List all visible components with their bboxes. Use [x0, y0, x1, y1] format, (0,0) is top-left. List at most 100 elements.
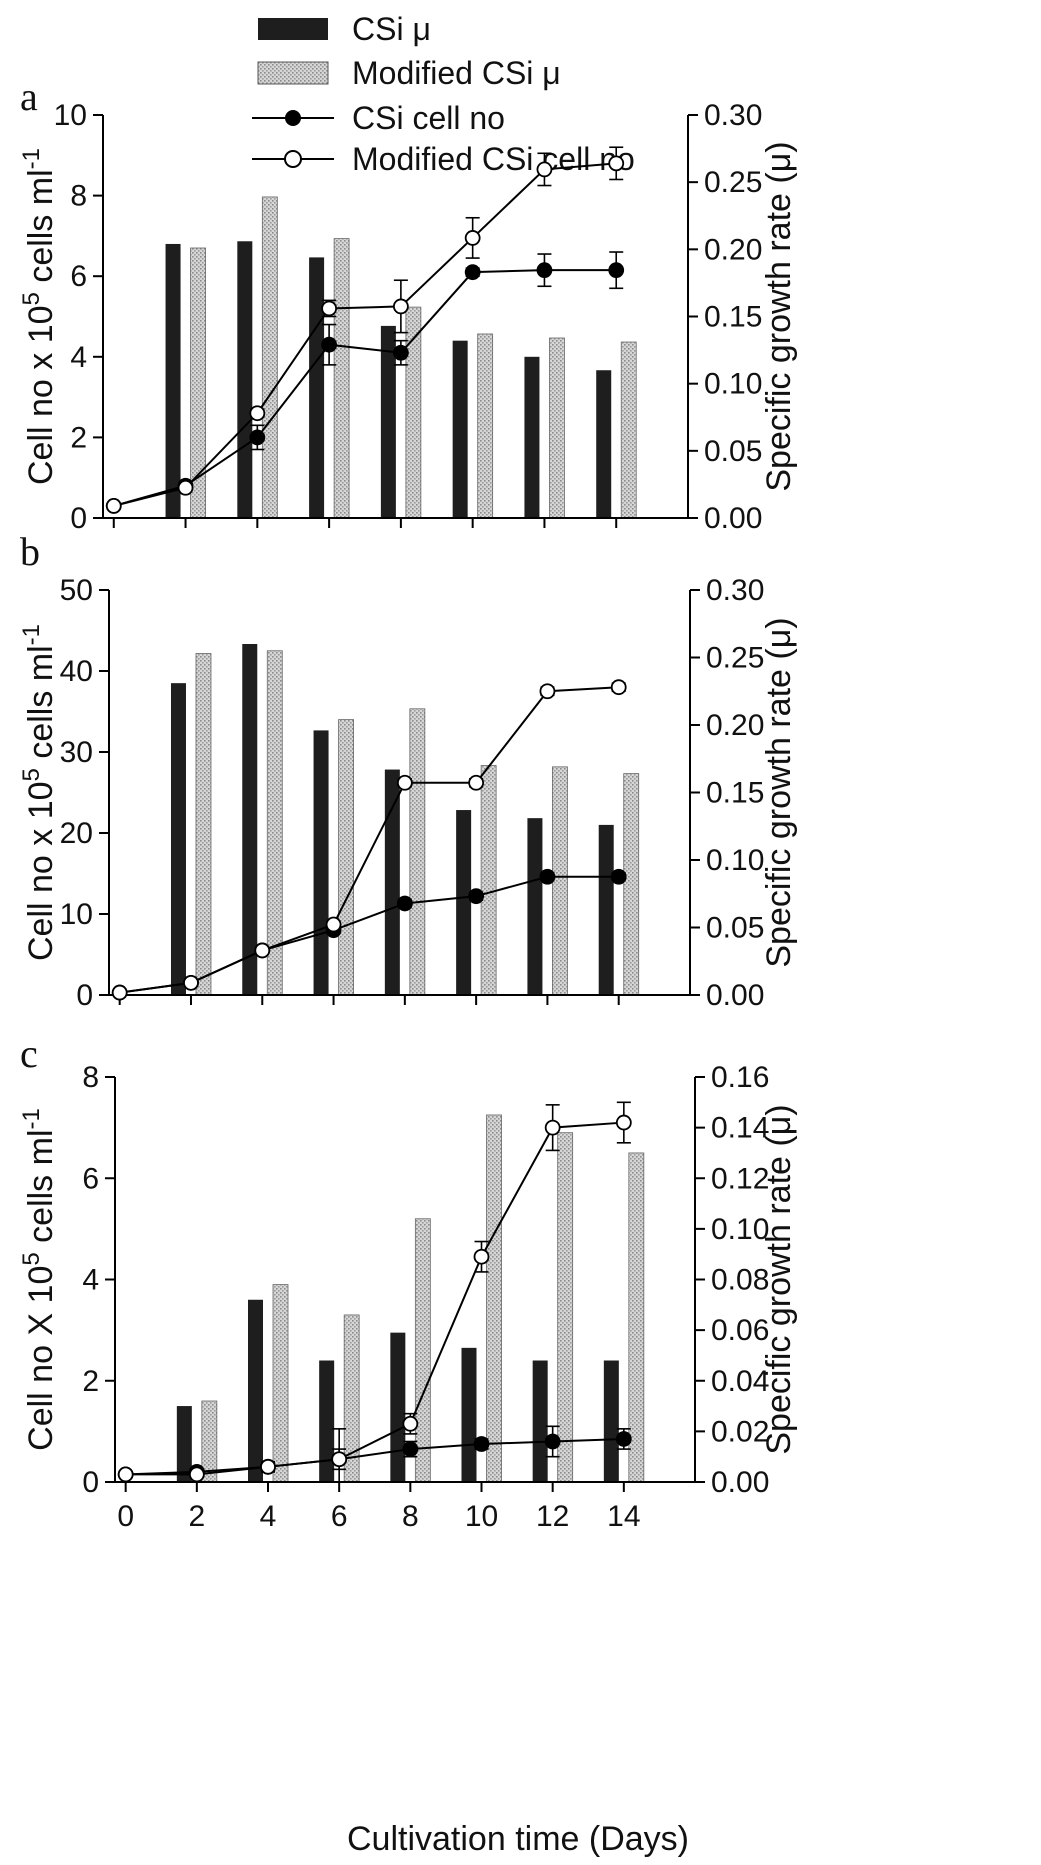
bar-modified-csi-mu: [409, 708, 426, 996]
bar-csi-mu: [309, 257, 325, 518]
y-tick-label-right: 0.02: [711, 1415, 769, 1448]
chart-panel-c: c 0 2 4 6 8 0.00 0.02 0.04 0.06 0.08 0.10 0.12 0.14 0.…: [18, 1031, 799, 1533]
line-modified-csi-cell-no: [119, 686, 619, 994]
y-tick-label-right: 0.20: [704, 233, 762, 266]
y-axis-label-right: Specific growth rate (μ): [760, 617, 798, 967]
y-tick-label-left: 6: [82, 1162, 99, 1195]
bar-csi-mu: [170, 683, 186, 995]
bar-csi-mu: [603, 1360, 619, 1482]
y-tick-label-left: 0: [82, 1466, 99, 1499]
point-modified-csi-cell-no: [177, 479, 194, 496]
bar-csi-mu: [384, 769, 400, 995]
bar-modified-csi-mu: [549, 337, 565, 519]
y-tick-label-right: 0.14: [711, 1112, 769, 1145]
point-modified-csi-cell-no: [188, 1466, 205, 1483]
bar-csi-mu: [380, 325, 396, 518]
y-tick-label-left: 8: [82, 1061, 99, 1094]
y-tick-label-right: 0.30: [706, 574, 764, 607]
panel-label: c: [20, 1031, 38, 1076]
bar-csi-mu: [456, 810, 472, 995]
point-modified-csi-cell-no: [105, 498, 122, 514]
point-modified-csi-cell-no: [396, 774, 413, 791]
point-modified-csi-cell-no: [468, 774, 485, 791]
point-csi-cell-no: [615, 1431, 632, 1447]
y-tick-label-right: 0.00: [704, 502, 762, 535]
y-tick-label-left: 0: [76, 979, 93, 1012]
point-modified-csi-cell-no: [249, 405, 266, 422]
bar-modified-csi-mu: [486, 1114, 502, 1483]
bar-csi-mu: [452, 340, 468, 518]
y-axis-label-right: Specific growth rate (μ): [760, 141, 798, 491]
x-tick-label: 10: [465, 1500, 498, 1533]
legend-label-csi-mu: CSi μ: [352, 11, 431, 47]
legend-label-modified-csi-cell-no: Modified CSi cell no: [352, 141, 635, 177]
point-modified-csi-cell-no: [111, 984, 128, 1001]
y-tick-label-left: 2: [70, 421, 87, 454]
y-tick-label-left: 2: [82, 1365, 99, 1398]
point-modified-csi-cell-no: [117, 1466, 134, 1483]
bar-modified-csi-mu: [552, 766, 568, 996]
bar-modified-csi-mu: [480, 765, 497, 996]
y-axis-label-right: Specific growth rate (μ): [760, 1104, 798, 1454]
point-modified-csi-cell-no: [536, 161, 553, 178]
x-tick-label: 14: [607, 1500, 640, 1533]
line-modified-csi-cell-no: [113, 162, 617, 507]
y-tick-label-left: 6: [70, 260, 87, 293]
panel-label: a: [20, 74, 38, 119]
bar-csi-mu: [532, 1360, 548, 1482]
point-modified-csi-cell-no: [183, 974, 199, 991]
bar-modified-csi-mu: [195, 653, 212, 996]
bar-modified-csi-mu: [620, 341, 637, 519]
legend-marker-csi-cell-no: [285, 110, 301, 126]
point-csi-cell-no: [536, 262, 553, 279]
line-modified-csi-cell-no: [125, 1121, 624, 1476]
x-tick-label: 12: [536, 1500, 569, 1533]
y-tick-label-right: 0.25: [706, 642, 764, 675]
point-modified-csi-cell-no: [544, 1119, 561, 1136]
bar-modified-csi-mu: [272, 1284, 289, 1483]
bar-csi-mu: [176, 1406, 192, 1482]
point-modified-csi-cell-no: [402, 1415, 419, 1432]
point-csi-cell-no: [402, 1441, 419, 1457]
bar-csi-mu: [524, 356, 540, 518]
bar-csi-mu: [242, 644, 258, 995]
legend-label-csi-cell-no: CSi cell no: [352, 100, 505, 136]
point-csi-cell-no: [392, 344, 409, 361]
point-modified-csi-cell-no: [260, 1458, 276, 1475]
bar-modified-csi-mu: [261, 196, 278, 519]
bar-csi-mu: [598, 824, 614, 995]
y-tick-label-left: 4: [82, 1264, 99, 1297]
y-tick-label-right: 0.16: [711, 1061, 769, 1094]
bar-csi-mu: [248, 1299, 264, 1482]
y-tick-label-left: 10: [60, 898, 93, 931]
point-csi-cell-no: [464, 264, 481, 281]
y-tick-label-left: 4: [70, 341, 87, 374]
y-tick-label-right: 0.20: [706, 709, 764, 742]
bar-csi-mu: [237, 241, 253, 519]
line-csi-cell-no: [119, 875, 619, 994]
point-csi-cell-no: [321, 336, 338, 353]
y-tick-label-right: 0.10: [704, 368, 762, 401]
bar-csi-mu: [313, 730, 329, 995]
point-modified-csi-cell-no: [610, 679, 627, 696]
point-modified-csi-cell-no: [473, 1248, 490, 1265]
point-csi-cell-no: [610, 868, 627, 885]
bar-csi-mu: [461, 1347, 477, 1482]
y-tick-label-right: 0.15: [704, 301, 762, 334]
point-modified-csi-cell-no: [608, 155, 625, 172]
y-tick-label-right: 0.00: [706, 979, 764, 1012]
y-tick-label-right: 0.00: [711, 1466, 769, 1499]
point-csi-cell-no: [249, 429, 266, 446]
bar-csi-mu: [596, 370, 612, 518]
chart-panels: a 0 2 4 6 8 10 0.00 0.05 0.10 0.15 0.20 0.25 0.30 Cell…: [18, 74, 799, 1533]
bar-modified-csi-mu: [628, 1152, 645, 1483]
y-tick-label-left: 0: [70, 502, 87, 535]
point-modified-csi-cell-no: [539, 683, 556, 700]
y-tick-label-right: 0.12: [711, 1162, 769, 1195]
y-axis-label-left: Cell no X 105 cells ml-1: [18, 1108, 61, 1451]
point-modified-csi-cell-no: [325, 916, 342, 933]
point-csi-cell-no: [473, 1436, 490, 1452]
y-tick-label-left: 20: [60, 817, 93, 850]
legend-marker-modified-csi-cell-no: [284, 150, 302, 168]
